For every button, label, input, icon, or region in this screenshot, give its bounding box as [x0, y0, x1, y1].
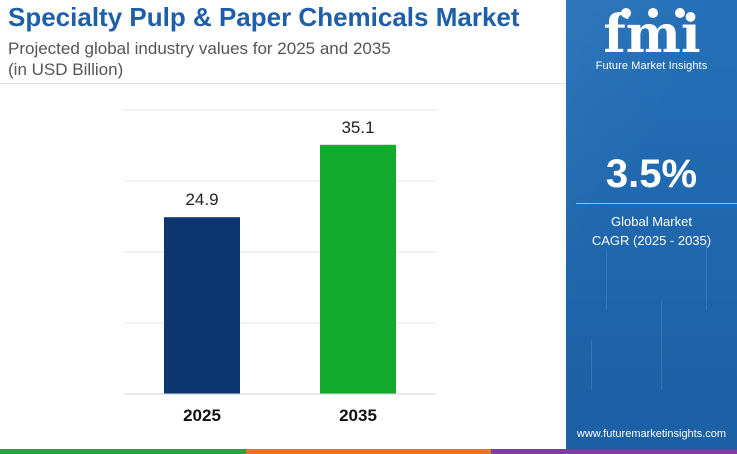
- logo-dot-icon: [647, 8, 658, 18]
- bar-2025: [164, 217, 240, 394]
- chart-subtitle: Projected global industry values for 202…: [8, 38, 391, 80]
- chart-title: Specialty Pulp & Paper Chemicals Market: [8, 2, 520, 32]
- cagr-label-line-1: Global Market: [611, 214, 692, 229]
- chart-panel: Specialty Pulp & Paper Chemicals Market …: [0, 2, 566, 425]
- logo-dot-icon: [674, 8, 685, 18]
- subtitle-line-1: Projected global industry values for 202…: [8, 39, 391, 58]
- logo-caption: Future Market Insights: [595, 60, 708, 72]
- subtitle-line-2: (in USD Billion): [8, 60, 124, 79]
- x-tick-label-2035: 2035: [339, 406, 377, 425]
- cagr-divider: [576, 203, 737, 204]
- footer-color-bar: [0, 449, 737, 454]
- cagr-label-line-2: CAGR (2025 - 2035): [591, 233, 712, 248]
- data-label-2035: 35.1: [341, 118, 374, 137]
- summary-panel: fmi Future Market Insights 3.5% Global M…: [566, 0, 737, 449]
- data-label-2025: 24.9: [185, 190, 218, 209]
- x-tick-label-2025: 2025: [183, 406, 221, 425]
- footer-segment-purple: [491, 449, 737, 454]
- fmi-logo-mark: fmi: [603, 4, 700, 60]
- footer-segment-orange: [245, 449, 492, 454]
- logo-dot-icon: [620, 8, 631, 18]
- cagr-value: 3.5%: [605, 152, 698, 196]
- fmi-logo: fmi Future Market Insights: [566, 4, 737, 72]
- cagr-label: Global Market CAGR (2025 - 2035): [566, 212, 737, 250]
- header-divider: [0, 83, 566, 84]
- bar-2035: [320, 144, 396, 394]
- footer-segment-green: [0, 449, 246, 454]
- bar-chart: 24.9 2025 35.1 2035: [124, 109, 436, 425]
- website-link[interactable]: www.futuremarketinsights.com: [576, 428, 727, 440]
